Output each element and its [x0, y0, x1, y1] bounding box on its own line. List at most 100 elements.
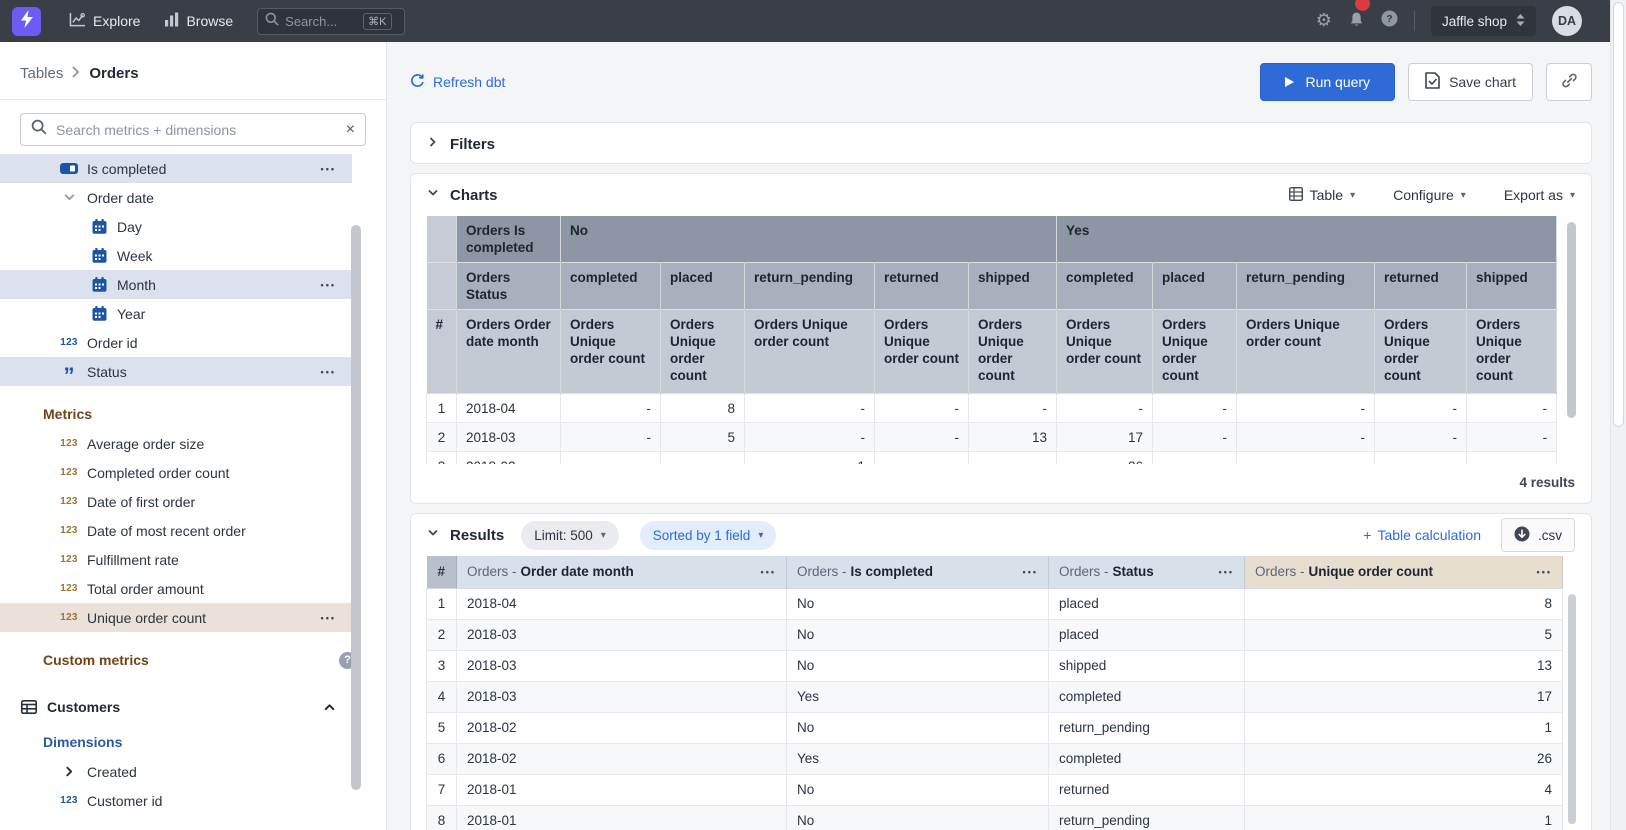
fields-search[interactable]: × — [20, 113, 366, 146]
refresh-dbt-link[interactable]: Refresh dbt — [410, 73, 505, 91]
results-cell[interactable]: 4 — [1244, 773, 1563, 806]
results-cell[interactable]: completed — [1048, 680, 1245, 713]
column-menu-button[interactable]: ••• — [1022, 566, 1038, 577]
sidebar-item-completed-order-count[interactable]: 123 Completed order count — [0, 458, 352, 487]
results-cell[interactable]: No — [786, 649, 1049, 682]
lightdash-logo[interactable] — [12, 6, 41, 36]
column-menu-button[interactable]: ••• — [1536, 566, 1552, 577]
breadcrumb-tables-link[interactable]: Tables — [20, 65, 64, 82]
sidebar-item-customers[interactable]: Customers — [0, 691, 352, 723]
results-cell[interactable]: placed — [1048, 618, 1245, 651]
results-cell[interactable]: 2018-01 — [456, 773, 787, 806]
sidebar-item-date-of-most-recent-order[interactable]: 123 Date of most recent order — [0, 516, 352, 545]
pivot-dimension-header: Orders Order date month — [456, 309, 561, 394]
results-column-header-is-completed[interactable]: Orders - Is completed ••• — [786, 556, 1049, 589]
results-cell[interactable]: 2018-01 — [456, 804, 787, 830]
results-cell[interactable]: return_pending — [1048, 804, 1245, 830]
results-cell[interactable]: 2018-02 — [456, 711, 787, 744]
sidebar-item-date-of-first-order[interactable]: 123 Date of first order — [0, 487, 352, 516]
chevron-down-icon[interactable] — [427, 186, 439, 204]
export-dropdown[interactable]: Export as ▾ — [1504, 187, 1575, 203]
filters-header[interactable]: Filters — [411, 123, 1591, 165]
user-avatar[interactable]: DA — [1552, 6, 1582, 36]
results-cell[interactable]: Yes — [786, 680, 1049, 713]
item-menu-button[interactable]: ••• — [320, 366, 336, 377]
project-selector[interactable]: Jaffle shop — [1430, 6, 1536, 36]
sidebar-scrollbar[interactable] — [351, 225, 361, 790]
results-cell[interactable]: 1 — [1244, 804, 1563, 830]
results-cell[interactable]: No — [786, 587, 1049, 620]
section-label: Metrics — [43, 406, 93, 422]
sidebar-item-customer-id[interactable]: 123 Customer id — [0, 786, 352, 815]
notifications-button[interactable] — [1348, 0, 1370, 33]
pivot-scrollbar[interactable] — [1567, 222, 1576, 418]
results-cell[interactable]: 17 — [1244, 680, 1563, 713]
results-cell[interactable]: 1 — [1244, 711, 1563, 744]
results-cell[interactable]: No — [786, 773, 1049, 806]
chart-type-dropdown[interactable]: Table ▾ — [1288, 186, 1355, 204]
results-cell[interactable]: Yes — [786, 742, 1049, 775]
pivot-value-cell: - — [1236, 422, 1376, 452]
save-chart-button[interactable]: Save chart — [1408, 63, 1533, 101]
sidebar-item-average-order-size[interactable]: 123 Average order size — [0, 429, 352, 458]
results-column-header-order-date-month[interactable]: Orders - Order date month ••• — [456, 556, 787, 589]
sidebar-item-total-order-amount[interactable]: 123 Total order amount — [0, 574, 352, 603]
results-cell[interactable]: 8 — [1244, 587, 1563, 620]
fields-search-input[interactable] — [56, 121, 337, 138]
row-number: 4 — [426, 680, 457, 713]
item-menu-button[interactable]: ••• — [320, 612, 336, 623]
help-button[interactable]: ? — [1381, 10, 1398, 32]
sidebar-item-unique-order-count[interactable]: 123 Unique order count ••• — [0, 603, 352, 632]
chevron-up-icon[interactable] — [323, 701, 336, 714]
nav-browse[interactable]: Browse — [154, 6, 243, 36]
column-menu-button[interactable]: ••• — [1218, 566, 1234, 577]
sidebar-item-is-completed[interactable]: Is completed ••• — [0, 154, 352, 183]
global-search[interactable]: ⌘K — [257, 7, 406, 35]
results-cell[interactable]: 2018-04 — [456, 587, 787, 620]
run-query-button[interactable]: Run query — [1260, 63, 1396, 101]
page-scrollbar-thumb[interactable] — [1613, 2, 1624, 427]
nav-explore[interactable]: Explore — [59, 6, 150, 36]
results-cell[interactable]: 2018-02 — [456, 742, 787, 775]
results-cell[interactable]: No — [786, 804, 1049, 830]
download-csv-button[interactable]: .csv — [1500, 518, 1575, 552]
sidebar-item-order-id[interactable]: 123 Order id — [0, 328, 352, 357]
results-column-header-unique-order-count[interactable]: Orders - Unique order count ••• — [1244, 556, 1563, 589]
page-scrollbar[interactable] — [1610, 0, 1626, 830]
results-cell[interactable]: 2018-03 — [456, 649, 787, 682]
sidebar-item-created[interactable]: Created — [0, 757, 352, 786]
item-menu-button[interactable]: ••• — [320, 163, 336, 174]
sidebar-item-order-date[interactable]: Order date — [0, 183, 352, 212]
item-menu-button[interactable]: ••• — [320, 279, 336, 290]
results-scrollbar[interactable] — [1568, 594, 1576, 824]
results-cell[interactable]: No — [786, 618, 1049, 651]
clear-search-icon[interactable]: × — [345, 120, 355, 138]
sidebar-item-week[interactable]: Week — [0, 241, 352, 270]
results-cell[interactable]: No — [786, 711, 1049, 744]
share-link-button[interactable] — [1546, 63, 1592, 101]
results-cell[interactable]: 13 — [1244, 649, 1563, 682]
results-cell[interactable]: 2018-03 — [456, 680, 787, 713]
results-cell[interactable]: return_pending — [1048, 711, 1245, 744]
limit-dropdown[interactable]: Limit: 500 ▾ — [521, 520, 619, 550]
results-cell[interactable]: returned — [1048, 773, 1245, 806]
settings-button[interactable]: ⚙ — [1316, 12, 1332, 30]
results-column-header-status[interactable]: Orders - Status ••• — [1048, 556, 1245, 589]
sidebar-item-month[interactable]: Month ••• — [0, 270, 352, 299]
global-search-input[interactable] — [285, 13, 358, 29]
results-cell[interactable]: 2018-03 — [456, 618, 787, 651]
table-calculation-button[interactable]: + Table calculation — [1363, 527, 1481, 543]
results-cell[interactable]: shipped — [1048, 649, 1245, 682]
chevron-down-icon[interactable] — [427, 526, 439, 544]
results-cell[interactable]: 26 — [1244, 742, 1563, 775]
column-menu-button[interactable]: ••• — [760, 566, 776, 577]
results-cell[interactable]: completed — [1048, 742, 1245, 775]
results-cell[interactable]: 5 — [1244, 618, 1563, 651]
sort-dropdown[interactable]: Sorted by 1 field ▾ — [639, 520, 777, 550]
results-cell[interactable]: placed — [1048, 587, 1245, 620]
sidebar-item-day[interactable]: Day — [0, 212, 352, 241]
sidebar-item-fulfillment-rate[interactable]: 123 Fulfillment rate — [0, 545, 352, 574]
sidebar-item-status[interactable]: ” Status ••• — [0, 357, 352, 387]
sidebar-item-year[interactable]: Year — [0, 299, 352, 328]
configure-dropdown[interactable]: Configure ▾ — [1393, 187, 1466, 203]
